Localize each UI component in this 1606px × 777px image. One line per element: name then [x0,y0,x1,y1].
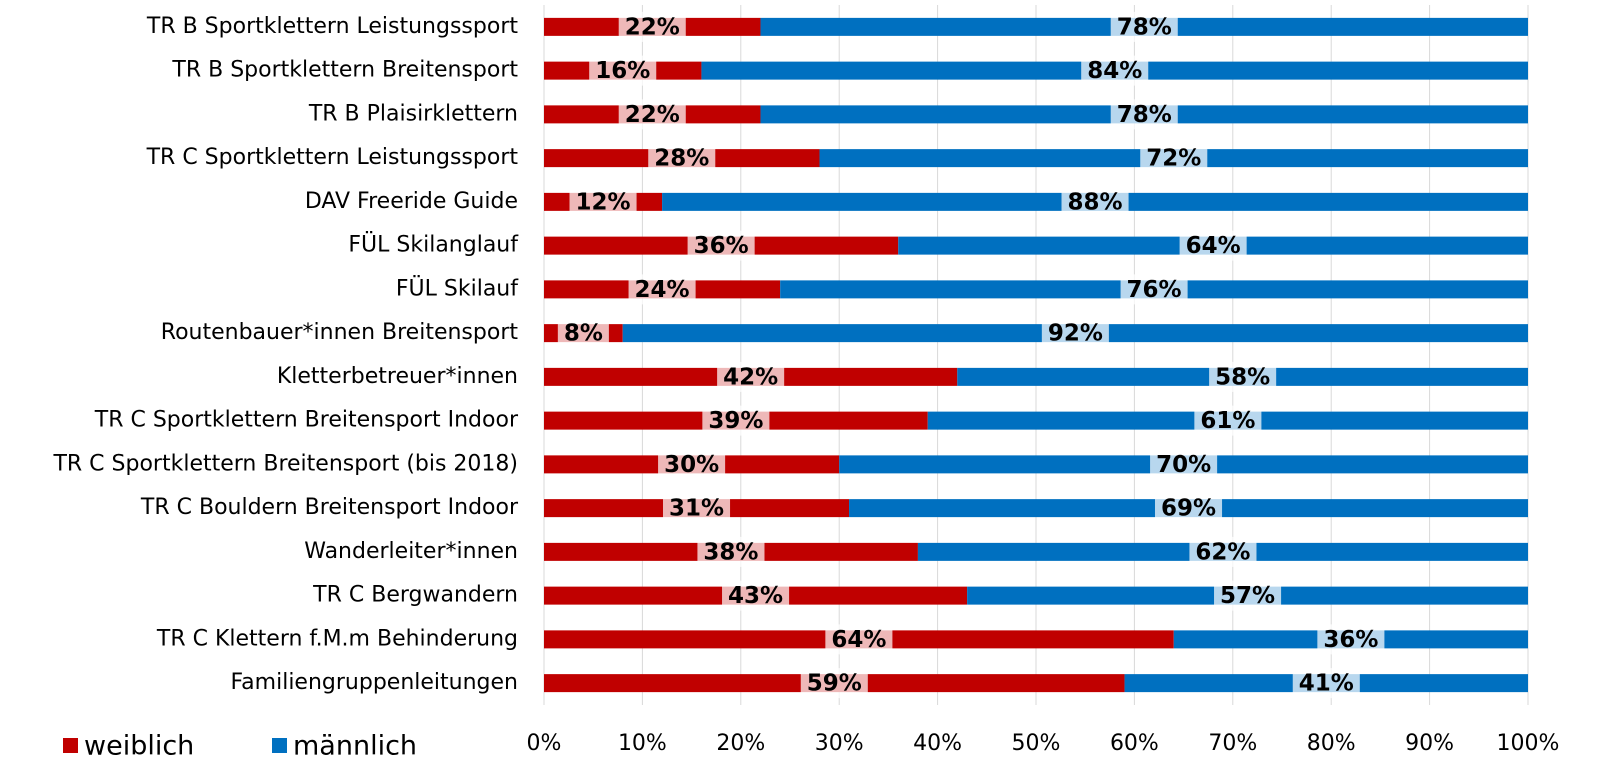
data-label: 41% [1299,671,1354,697]
data-label-bg [618,99,686,130]
data-label: 28% [654,146,709,172]
data-label: 36% [694,233,749,259]
data-label-bg [658,449,726,480]
y-tick-label: TR B Sportklettern Leistungssport [146,14,518,39]
y-tick-label: DAV Freeride Guide [305,189,518,214]
data-label: 70% [1156,452,1211,478]
data-label-bg [1061,186,1129,217]
data-label: 43% [728,583,783,609]
data-label-bg [800,668,868,699]
data-label: 72% [1146,146,1201,172]
data-label-bg [825,624,893,655]
y-tick-label: TR C Bouldern Breitensport Indoor [140,495,519,520]
x-tick-label: 40% [913,731,962,756]
data-label-bg [722,580,790,611]
data-label-bg [1214,580,1282,611]
data-label-bg [1110,99,1178,130]
data-label-bg [628,274,696,305]
y-tick-label: FÜL Skilauf [396,275,519,301]
data-label-bg [1317,624,1385,655]
y-tick-label: TR B Plaisirklettern [308,101,518,126]
data-label-bg [648,143,716,174]
data-label-bg [1292,668,1360,699]
data-label-bg [589,55,657,86]
data-label-bg [1150,449,1218,480]
data-label-bg [557,318,609,349]
data-label-bg [717,361,785,392]
data-label: 36% [1323,627,1378,653]
data-label: 78% [1117,102,1172,128]
data-label-bg [1081,55,1149,86]
data-label: 12% [576,189,631,215]
data-label: 22% [625,14,680,40]
legend-swatch [63,738,78,753]
data-label: 24% [635,277,690,303]
data-label-bg [687,230,755,261]
x-tick-label: 0% [527,731,562,756]
data-label-bg [1110,11,1178,42]
y-tick-label: TR C Bergwandern [312,583,518,608]
data-label-bg [702,405,770,436]
data-label-bg [1041,318,1109,349]
data-label-bg [1140,143,1208,174]
y-tick-label: Kletterbetreuer*innen [277,364,518,389]
data-label: 64% [1186,233,1241,259]
data-label: 57% [1220,583,1275,609]
legend-swatch [272,738,287,753]
y-tick-label: TR C Sportklettern Breitensport Indoor [94,408,519,433]
x-tick-label: 70% [1208,731,1257,756]
data-label-bg [1154,493,1223,524]
data-label: 58% [1215,364,1270,390]
data-label: 42% [723,364,778,390]
data-label: 22% [625,102,680,128]
data-label: 8% [564,321,603,347]
data-label: 76% [1127,277,1182,303]
data-label: 69% [1161,496,1216,522]
x-tick-label: 80% [1307,731,1356,756]
data-label-bg [1194,405,1262,436]
x-tick-label: 90% [1405,731,1454,756]
data-label: 38% [703,539,758,565]
data-label: 78% [1117,14,1172,40]
data-label: 84% [1087,58,1142,84]
data-label-bg [1189,536,1257,567]
data-label: 88% [1068,189,1123,215]
x-tick-label: 20% [716,731,765,756]
x-tick-label: 10% [618,731,667,756]
data-label: 31% [669,496,724,522]
data-label-bg [697,536,765,567]
legend-label: weiblich [84,731,194,762]
x-tick-label: 100% [1497,731,1560,756]
y-tick-label: TR C Sportklettern Leistungssport [146,145,519,170]
data-label: 30% [664,452,719,478]
x-tick-label: 30% [815,731,864,756]
y-tick-label: Wanderleiter*innen [304,539,518,564]
data-label-bg [569,186,637,217]
y-tick-label: TR C Klettern f.M.m Behinderung [156,626,518,651]
x-tick-label: 50% [1012,731,1061,756]
data-label: 92% [1048,321,1103,347]
data-label-bg [618,11,686,42]
y-tick-label: Familiengruppenleitungen [231,670,518,695]
data-label: 59% [807,671,862,697]
data-label-bg [662,493,731,524]
legend-label: männlich [293,731,417,762]
data-label: 16% [595,58,650,84]
data-label-bg [1179,230,1247,261]
y-tick-label: TR C Sportklettern Breitensport (bis 201… [52,451,518,476]
data-label: 39% [708,408,763,434]
data-label: 62% [1195,539,1250,565]
x-tick-label: 60% [1110,731,1159,756]
data-label-bg [1209,361,1277,392]
y-tick-label: FÜL Skilanglauf [348,232,519,258]
data-label: 64% [831,627,886,653]
y-tick-label: TR B Sportklettern Breitensport [171,58,518,83]
y-tick-label: Routenbauer*innen Breitensport [161,320,519,345]
data-label: 61% [1200,408,1255,434]
data-label-bg [1120,274,1188,305]
